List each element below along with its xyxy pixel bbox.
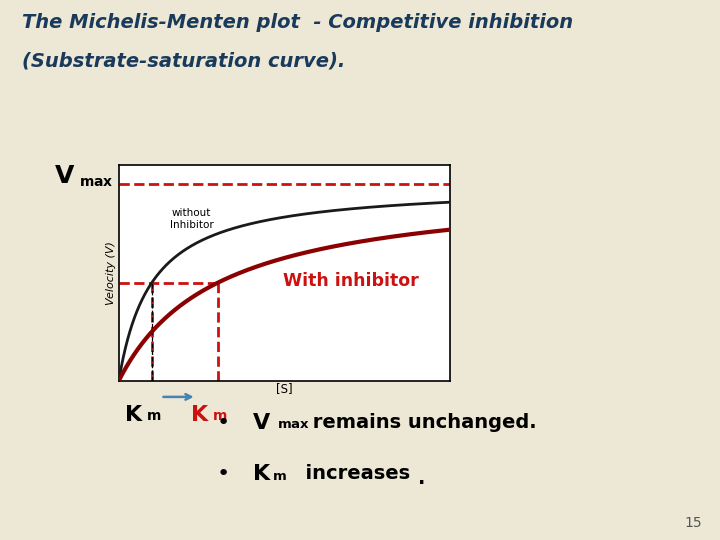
Text: (Substrate-saturation curve).: (Substrate-saturation curve).: [22, 51, 345, 70]
Text: With inhibitor: With inhibitor: [283, 272, 418, 291]
Text: $\mathbf{max}$: $\mathbf{max}$: [277, 418, 310, 431]
Text: $\mathbf{K}$: $\mathbf{K}$: [190, 405, 210, 425]
Text: •: •: [217, 413, 230, 433]
X-axis label: [S]: [S]: [276, 382, 293, 395]
Text: remains unchanged.: remains unchanged.: [306, 413, 536, 432]
Text: 15: 15: [685, 516, 702, 530]
Y-axis label: Velocity (V): Velocity (V): [106, 241, 116, 305]
Text: $\mathbf{K}$: $\mathbf{K}$: [124, 405, 144, 425]
Text: $\mathbf{m}$: $\mathbf{m}$: [212, 409, 228, 423]
Text: without
Inhibitor: without Inhibitor: [170, 208, 214, 230]
Text: $\mathbf{m}$: $\mathbf{m}$: [272, 470, 287, 483]
Text: increases: increases: [292, 464, 410, 483]
Text: $\mathbf{K}$: $\mathbf{K}$: [252, 464, 272, 484]
Text: $\mathbf{m}$: $\mathbf{m}$: [146, 409, 161, 423]
Text: $\mathbf{V}$: $\mathbf{V}$: [252, 413, 271, 433]
Text: $\mathbf{V}$: $\mathbf{V}$: [54, 164, 75, 188]
Text: •: •: [217, 464, 230, 484]
Text: The Michelis-Menten plot  - Competitive inhibition: The Michelis-Menten plot - Competitive i…: [22, 14, 572, 32]
Text: $\mathbf{max}$: $\mathbf{max}$: [79, 174, 114, 188]
Text: .: .: [418, 469, 425, 488]
